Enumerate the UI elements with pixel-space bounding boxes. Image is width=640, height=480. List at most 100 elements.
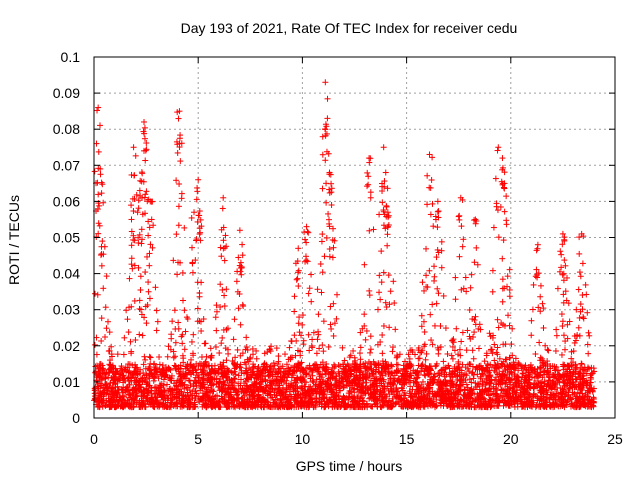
data-point bbox=[235, 372, 242, 379]
data-point bbox=[433, 300, 440, 307]
data-point bbox=[389, 344, 396, 351]
data-point bbox=[553, 332, 560, 339]
data-point bbox=[328, 325, 335, 332]
data-point bbox=[137, 306, 144, 313]
data-point bbox=[306, 285, 313, 292]
y-tick-label: 0.05 bbox=[53, 230, 80, 246]
data-point bbox=[181, 224, 188, 231]
data-point bbox=[135, 239, 142, 246]
y-tick-label: 0 bbox=[72, 410, 80, 426]
data-point bbox=[562, 262, 569, 269]
data-point bbox=[201, 340, 208, 347]
data-point bbox=[377, 296, 384, 303]
data-point bbox=[320, 318, 327, 325]
data-point bbox=[319, 185, 326, 192]
data-point bbox=[234, 346, 241, 353]
data-point bbox=[153, 327, 160, 334]
data-point bbox=[578, 360, 585, 367]
data-point bbox=[128, 242, 135, 249]
data-point bbox=[367, 346, 374, 353]
data-point bbox=[136, 297, 143, 304]
data-point bbox=[463, 347, 470, 354]
data-point bbox=[558, 351, 565, 358]
data-point bbox=[391, 300, 398, 307]
data-point bbox=[383, 304, 390, 311]
data-point bbox=[95, 148, 102, 155]
y-tick-label: 0.08 bbox=[53, 121, 80, 137]
data-point bbox=[99, 181, 106, 188]
data-point bbox=[379, 199, 386, 206]
data-point bbox=[98, 190, 105, 197]
data-point bbox=[94, 291, 101, 298]
data-point bbox=[146, 262, 153, 269]
data-point bbox=[540, 324, 547, 331]
data-point bbox=[582, 281, 589, 288]
data-point bbox=[379, 350, 386, 357]
data-point bbox=[440, 358, 447, 365]
data-point bbox=[364, 364, 371, 371]
data-point bbox=[325, 343, 332, 350]
data-point bbox=[92, 290, 99, 297]
data-point bbox=[365, 181, 372, 188]
data-point bbox=[466, 306, 473, 313]
data-point bbox=[492, 175, 499, 182]
data-point bbox=[444, 350, 451, 357]
data-point bbox=[106, 361, 113, 368]
data-point bbox=[324, 95, 331, 102]
data-point bbox=[330, 300, 337, 307]
data-point bbox=[416, 355, 423, 362]
data-point bbox=[105, 318, 112, 325]
data-point bbox=[382, 169, 389, 176]
data-point bbox=[560, 332, 567, 339]
data-point bbox=[177, 158, 184, 165]
data-point bbox=[164, 353, 171, 360]
data-point bbox=[495, 144, 502, 151]
data-point bbox=[357, 344, 364, 351]
data-point bbox=[452, 296, 459, 303]
data-point bbox=[537, 282, 544, 289]
data-point bbox=[434, 224, 441, 231]
data-point bbox=[118, 363, 125, 370]
data-point bbox=[219, 205, 226, 212]
data-point bbox=[216, 350, 223, 357]
data-point bbox=[106, 329, 113, 336]
data-point bbox=[142, 269, 149, 276]
data-point bbox=[583, 291, 590, 298]
data-point bbox=[178, 195, 185, 202]
data-point bbox=[141, 353, 148, 360]
data-point bbox=[296, 329, 303, 336]
data-point bbox=[455, 213, 462, 220]
data-point bbox=[427, 184, 434, 191]
chart-title: Day 193 of 2021, Rate Of TEC Index for r… bbox=[181, 20, 518, 36]
data-point bbox=[98, 243, 105, 250]
data-point bbox=[491, 357, 498, 364]
data-point bbox=[154, 318, 161, 325]
data-point bbox=[559, 271, 566, 278]
data-point bbox=[153, 307, 160, 314]
data-point bbox=[365, 173, 372, 180]
data-point bbox=[305, 331, 312, 338]
data-point bbox=[315, 311, 322, 318]
data-point bbox=[298, 332, 305, 339]
data-point bbox=[367, 155, 374, 162]
data-point bbox=[152, 284, 159, 291]
data-point bbox=[374, 306, 381, 313]
data-point bbox=[327, 303, 334, 310]
data-point bbox=[123, 307, 130, 314]
data-point bbox=[137, 273, 144, 280]
data-point bbox=[146, 353, 153, 360]
data-point bbox=[175, 203, 182, 210]
data-point bbox=[379, 332, 386, 339]
data-point bbox=[309, 336, 316, 343]
data-point bbox=[97, 122, 104, 129]
data-point bbox=[558, 311, 565, 318]
data-point bbox=[220, 194, 227, 201]
data-point bbox=[424, 172, 431, 179]
data-point bbox=[470, 355, 477, 362]
data-point bbox=[168, 331, 175, 338]
data-point bbox=[303, 239, 310, 246]
data-point bbox=[150, 377, 157, 384]
data-point bbox=[367, 194, 374, 201]
data-point bbox=[559, 318, 566, 325]
